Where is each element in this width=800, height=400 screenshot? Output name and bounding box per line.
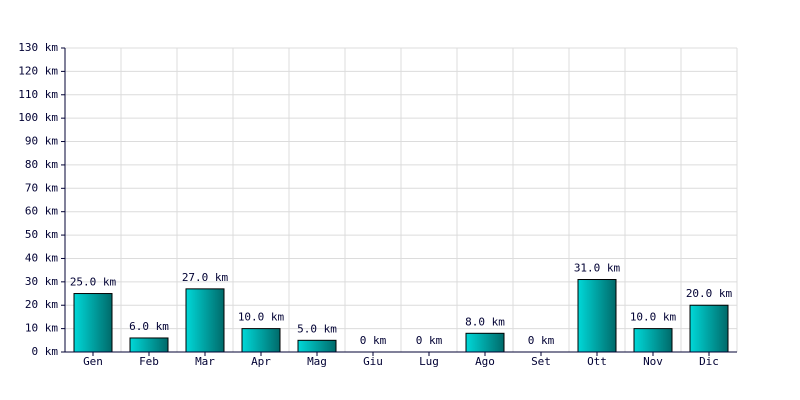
x-tick-label: Dic [699,355,719,368]
y-tick-label: 90 km [25,135,58,148]
x-tick-label: Apr [251,355,271,368]
bar [633,328,673,353]
bar [577,279,617,353]
x-tick-label: Gen [83,355,103,368]
bar [185,288,225,353]
value-label: 0 km [416,334,443,347]
y-tick-label: 130 km [18,41,58,54]
value-label: 25.0 km [70,276,117,289]
bar [241,328,281,353]
bar [297,339,337,353]
y-tick-label: 50 km [25,228,58,241]
value-label: 0 km [528,334,555,347]
y-tick-label: 120 km [18,64,58,77]
x-tick-label: Lug [419,355,439,368]
bar [129,337,169,353]
value-label: 6.0 km [129,320,169,333]
value-label: 10.0 km [630,311,677,324]
x-tick-label: Mar [195,355,215,368]
bar [73,293,113,353]
y-tick-label: 40 km [25,251,58,264]
y-tick-label: 20 km [25,298,58,311]
y-tick-label: 100 km [18,111,58,124]
bar [465,332,505,353]
y-tick-label: 30 km [25,275,58,288]
value-label: 27.0 km [182,271,229,284]
x-tick-label: Giu [363,355,383,368]
y-tick-label: 10 km [25,322,58,335]
x-tick-label: Ago [475,355,495,368]
value-label: 0 km [360,334,387,347]
x-tick-label: Feb [139,355,159,368]
bar [689,304,729,353]
value-label: 31.0 km [574,262,621,275]
value-label: 20.0 km [686,287,733,300]
value-label: 10.0 km [238,311,285,324]
y-tick-label: 0 km [32,345,59,358]
y-tick-label: 70 km [25,181,58,194]
y-tick-label: 60 km [25,205,58,218]
value-label: 8.0 km [465,315,505,328]
y-tick-label: 80 km [25,158,58,171]
x-tick-label: Mag [307,355,327,368]
x-tick-label: Nov [643,355,663,368]
y-tick-label: 110 km [18,88,58,101]
x-tick-label: Set [531,355,551,368]
x-tick-label: Ott [587,355,607,368]
value-label: 5.0 km [297,322,337,335]
